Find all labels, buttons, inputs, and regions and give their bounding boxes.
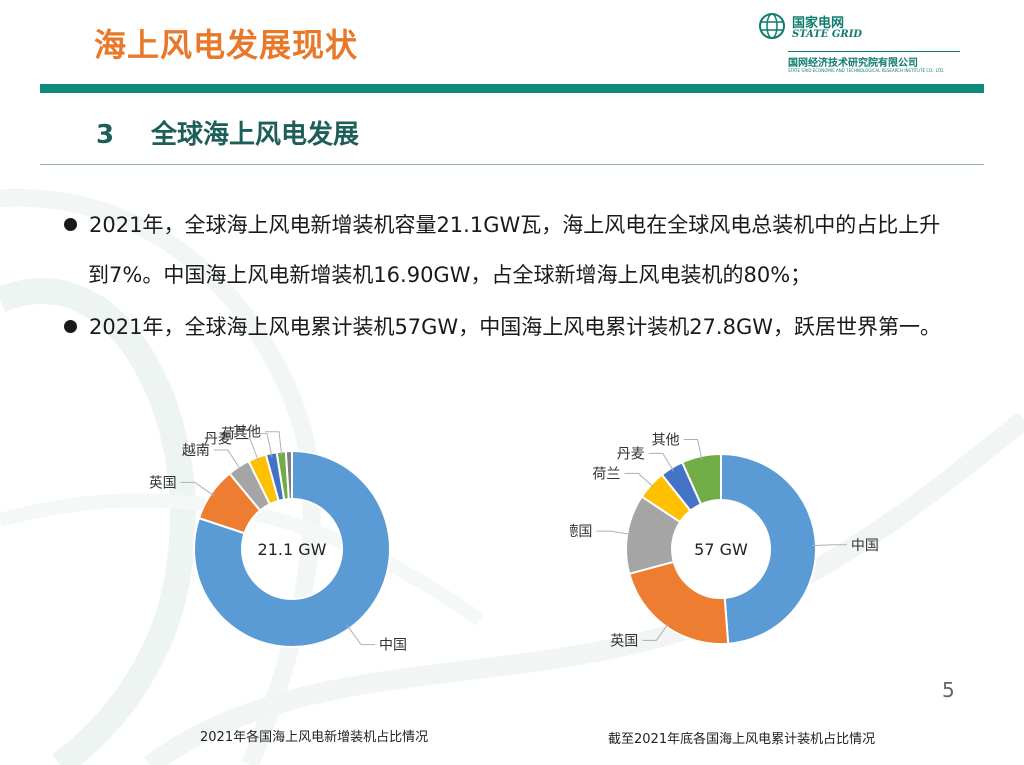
header-bar [40, 84, 984, 93]
donut-center-label: 57 GW [694, 540, 748, 559]
leader-line-其他 [683, 438, 703, 461]
slice-label-英国: 英国 [610, 632, 638, 649]
section-divider [40, 164, 984, 165]
logo-divider [788, 51, 960, 52]
leader-line-越南 [213, 449, 242, 471]
bullet-dot [64, 319, 77, 333]
leader-line-其他 [265, 431, 283, 456]
bullet-1-continuation: 到7%。中国海上风电新增装机16.90GW，占全球新增海上风电装机的80%； [88, 263, 812, 287]
slice-label-丹麦: 丹麦 [617, 446, 645, 462]
leader-line-丹麦 [648, 452, 675, 472]
leader-line-德国 [596, 530, 632, 535]
slice-label-其他: 其他 [233, 425, 261, 441]
bullet-2-text: 2021年，全球海上风电累计装机57GW，中国海上风电累计装机27.8GW，跃居… [89, 315, 941, 339]
state-grid-globe-icon [759, 13, 785, 39]
leader-line-丹麦 [235, 438, 259, 462]
slice-label-荷兰: 荷兰 [592, 466, 620, 482]
donut-chart-new-capacity: 中国 英国 越南 丹麦 荷兰 其他 21.1 GW [149, 375, 470, 709]
state-grid-logo: 国家电网 STATE GRID 国网经济技术研究院有限公司 STATE GRID… [758, 12, 968, 80]
section-heading: 3 全球海上风电发展 [96, 114, 359, 151]
leader-line-荷兰 [252, 433, 273, 458]
logo-english-name: STATE GRID [792, 29, 863, 40]
donut-center-label: 21.1 GW [258, 540, 327, 559]
chart-1-caption: 2021年各国海上风电新增装机占比情况 [200, 730, 429, 745]
bullet-2: 2021年，全球海上风电累计装机57GW，中国海上风电累计装机27.8GW，跃居… [64, 311, 941, 341]
logo-org-english-name: STATE GRID ECONOMIC AND TECHNOLOGICAL RE… [788, 68, 945, 73]
logo-chinese-name: 国家电网 [792, 16, 845, 31]
section-number: 3 [96, 120, 115, 150]
donut-slice-中国 [193, 449, 391, 648]
page-title: 海上风电发展现状 [94, 26, 359, 64]
donut-slice-中国 [720, 452, 817, 645]
slice-label-丹麦: 丹麦 [204, 432, 232, 448]
leader-line-英国 [642, 622, 669, 641]
slice-label-中国: 中国 [851, 538, 879, 554]
slice-label-越南: 越南 [182, 443, 210, 459]
leader-line-中国 [346, 624, 376, 646]
slice-label-德国: 德国 [570, 524, 592, 540]
leader-line-中国 [811, 544, 847, 547]
bullet-1-text: 2021年，全球海上风电新增装机容量21.1GW瓦，海上风电在全球风电总装机中的… [89, 213, 941, 237]
logo-org-name: 国网经济技术研究院有限公司 [788, 58, 918, 69]
chart-2-caption: 截至2021年底各国海上风电累计装机占比情况 [608, 732, 876, 747]
section-title: 全球海上风电发展 [151, 120, 360, 150]
slice-label-荷兰: 荷兰 [221, 427, 249, 443]
donut-slice-unlabeled [284, 449, 293, 501]
leader-line-荷兰 [624, 472, 655, 488]
donut-chart-cumulative-capacity: 中国英国 德国 荷兰 丹麦 其他 57 GW [564, 375, 890, 709]
slice-label-其他: 其他 [652, 432, 680, 448]
slice-label-中国: 中国 [379, 638, 407, 654]
leader-line-英国 [180, 481, 215, 497]
bullet-dot [64, 217, 77, 231]
bullet-1: 2021年，全球海上风电新增装机容量21.1GW瓦，海上风电在全球风电总装机中的… [64, 209, 940, 239]
donut-slice-其他 [680, 452, 722, 506]
donut-slice-英国 [628, 560, 730, 645]
slice-label-英国: 英国 [150, 474, 177, 491]
page-number: 5 [942, 678, 955, 702]
